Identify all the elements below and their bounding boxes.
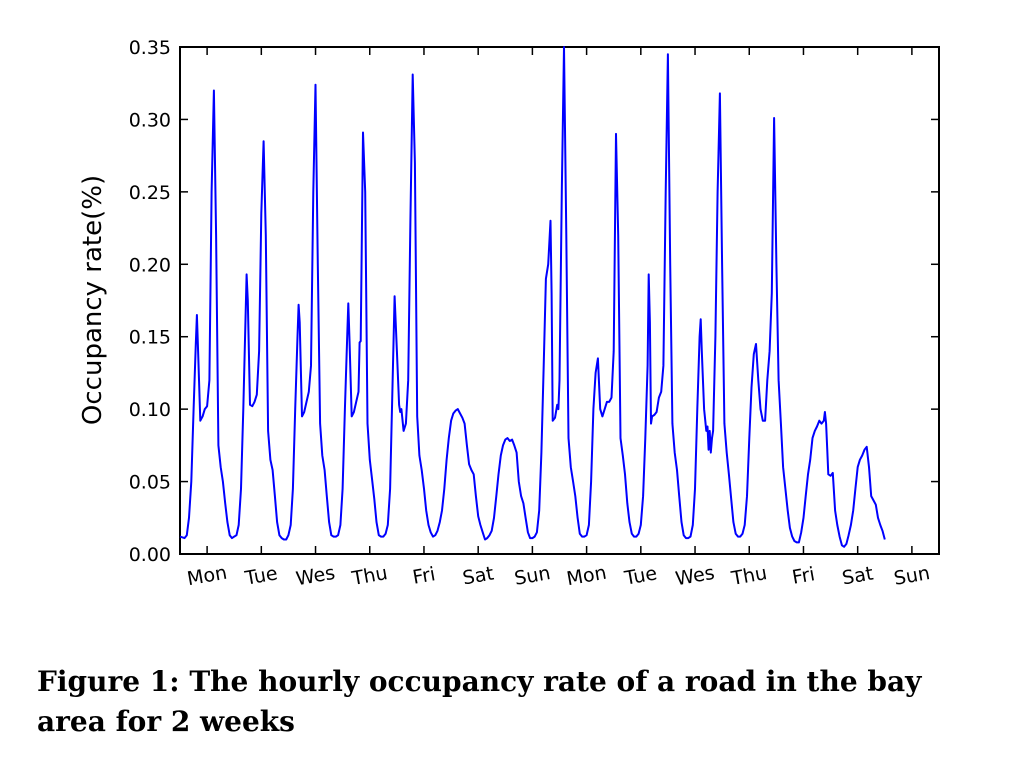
- y-tick-label: 0.25: [129, 182, 171, 204]
- occupancy-line-chart: 0.00 0.05 0.10 0.15 0.20 0.25 0.30 0.35 Mon Tue W…: [78, 37, 940, 591]
- y-tick-label: 0.15: [129, 327, 171, 349]
- x-tick-label: Wes: [294, 562, 336, 590]
- x-tick-label: Wes: [674, 562, 716, 590]
- y-tick-label: 0.10: [129, 399, 171, 421]
- x-tick-label: Mon: [185, 562, 228, 591]
- plot-area: 0.00 0.05 0.10 0.15 0.20 0.25 0.30 0.35 Mon Tue W…: [129, 37, 940, 591]
- y-tick-label: 0.00: [129, 544, 171, 566]
- x-tick-label: Fri: [411, 563, 437, 589]
- y-tick-label: 0.35: [129, 37, 171, 59]
- x-tick-label: Thu: [349, 562, 389, 590]
- series-line: [179, 46, 886, 548]
- x-axis-ticks: Mon Tue Wes Thu Fri Sat Sun Mon Tue Wes Thu Fri Sat S…: [185, 47, 932, 591]
- x-tick-label: Tue: [622, 562, 659, 589]
- y-tick-label: 0.05: [129, 472, 171, 494]
- y-axis-label: Occupancy rate(%): [78, 175, 108, 425]
- x-tick-label: Thu: [729, 562, 769, 590]
- x-tick-label: Sun: [892, 562, 931, 590]
- figure-caption: Figure 1: The hourly occupancy rate of a…: [37, 665, 922, 738]
- y-axis-ticks: 0.00 0.05 0.10 0.15 0.20 0.25 0.30 0.35: [129, 37, 939, 566]
- axes-frame: [179, 46, 940, 555]
- x-tick-label: Sat: [840, 562, 875, 589]
- x-tick-label: Tue: [242, 562, 279, 589]
- x-tick-label: Fri: [790, 563, 816, 589]
- x-tick-label: Mon: [565, 562, 608, 591]
- y-tick-label: 0.20: [129, 254, 171, 276]
- y-tick-label: 0.30: [129, 109, 171, 131]
- x-tick-label: Sat: [461, 562, 496, 589]
- x-tick-label: Sun: [513, 562, 552, 590]
